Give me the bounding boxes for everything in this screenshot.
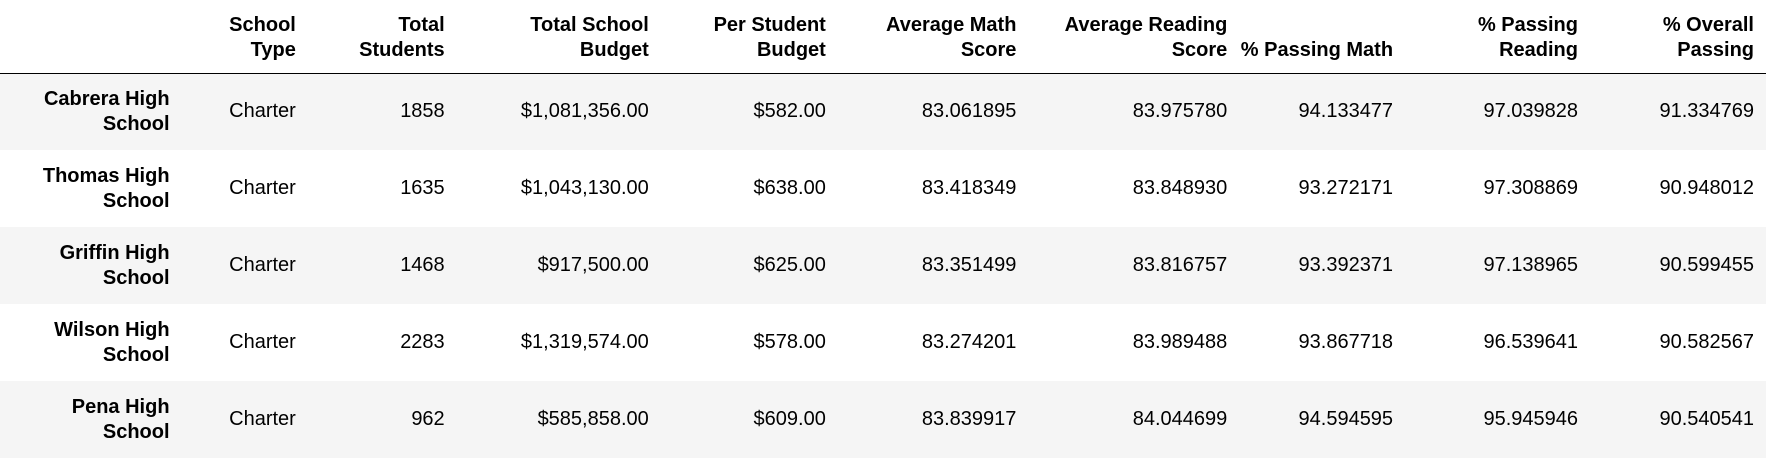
pass-reading-cell: 96.539641: [1483, 331, 1578, 353]
per-student-budget-cell: $609.00: [753, 408, 826, 430]
per-student-budget-cell: $582.00: [753, 100, 826, 123]
avg-reading-cell: 83.816757: [1132, 254, 1228, 276]
avg-math-cell: 83.418349: [921, 177, 1017, 199]
per-student-budget-cell: $625.00: [753, 254, 826, 276]
school-type-cell: Charter: [229, 100, 296, 123]
total-students-cell: 1858: [400, 100, 445, 123]
school-name: Thomas High School: [42, 164, 170, 212]
table-row: Griffin High School Charter 1468 $917,50…: [0, 227, 1766, 304]
total-budget-cell: $1,043,130.00: [520, 177, 649, 199]
school-name: Wilson High School: [54, 318, 170, 366]
pass-overall-cell: 91.334769: [1659, 100, 1754, 123]
avg-reading-cell: 83.848930: [1132, 177, 1228, 199]
pass-math-cell: 94.594595: [1298, 408, 1394, 430]
avg-reading-cell: 83.975780: [1132, 100, 1228, 123]
pass-overall-cell: 90.582567: [1659, 331, 1754, 353]
total-budget-cell: $917,500.00: [537, 254, 649, 276]
table-row: Pena High School Charter 962 $585,858.00…: [0, 381, 1766, 458]
school-type-cell: Charter: [229, 177, 296, 199]
total-students-cell: 962: [411, 408, 445, 430]
pass-overall-cell: 90.599455: [1659, 254, 1754, 276]
total-budget-cell: $1,081,356.00: [520, 100, 649, 123]
total-school-budget-header: Total School Budget: [530, 13, 649, 61]
percent-passing-math-header: % Passing Math: [1240, 38, 1394, 61]
table-row: Wilson High School Charter 2283 $1,319,5…: [0, 304, 1766, 381]
total-students-cell: 1468: [400, 254, 445, 276]
school-name: Pena High School: [71, 395, 170, 443]
header-row: School Type Total Students Total School …: [0, 0, 1766, 73]
per-student-budget-cell: $578.00: [753, 331, 826, 353]
avg-reading-cell: 83.989488: [1132, 331, 1228, 353]
total-budget-cell: $585,858.00: [537, 408, 649, 430]
total-students-header: Total Students: [359, 13, 445, 61]
per-student-budget-cell: $638.00: [753, 177, 826, 199]
pass-math-cell: 93.867718: [1298, 331, 1394, 353]
school-type-cell: Charter: [229, 254, 296, 276]
total-students-cell: 1635: [400, 177, 445, 199]
school-name: Cabrera High School: [43, 87, 170, 135]
pass-reading-cell: 95.945946: [1483, 408, 1578, 430]
percent-passing-reading-header: % Passing Reading: [1477, 13, 1578, 61]
avg-math-cell: 83.351499: [921, 254, 1017, 276]
table-row: Cabrera High School Charter 1858 $1,081,…: [0, 73, 1766, 150]
table-row: Thomas High School Charter 1635 $1,043,1…: [0, 150, 1766, 227]
avg-math-cell: 83.839917: [921, 408, 1017, 430]
pass-reading-cell: 97.138965: [1483, 254, 1578, 276]
avg-math-cell: 83.061895: [921, 100, 1017, 123]
table-body: Cabrera High School Charter 1858 $1,081,…: [0, 73, 1766, 458]
pass-overall-cell: 90.948012: [1659, 177, 1754, 199]
avg-math-cell: 83.274201: [921, 331, 1017, 353]
total-students-cell: 2283: [400, 331, 445, 353]
school-type-cell: Charter: [229, 408, 296, 430]
pass-math-cell: 93.392371: [1298, 254, 1394, 276]
per-student-budget-header: Per Student Budget: [713, 13, 826, 61]
percent-overall-passing-header: % Overall Passing: [1662, 13, 1754, 61]
avg-reading-cell: 84.044699: [1132, 408, 1228, 430]
average-math-score-header: Average Math Score: [886, 13, 1017, 61]
pass-overall-cell: 90.540541: [1659, 408, 1754, 430]
index-header: [0, 0, 182, 73]
pass-math-cell: 94.133477: [1298, 100, 1394, 123]
table-header: School Type Total Students Total School …: [0, 0, 1766, 73]
pass-reading-cell: 97.039828: [1483, 100, 1578, 123]
average-reading-score-header: Average Reading Score: [1064, 13, 1228, 61]
total-budget-cell: $1,319,574.00: [520, 331, 649, 353]
school-name: Griffin High School: [59, 241, 170, 289]
school-type-cell: Charter: [229, 331, 296, 353]
pass-math-cell: 93.272171: [1298, 177, 1394, 199]
pass-reading-cell: 97.308869: [1483, 177, 1578, 199]
school-type-header: School Type: [229, 13, 296, 61]
